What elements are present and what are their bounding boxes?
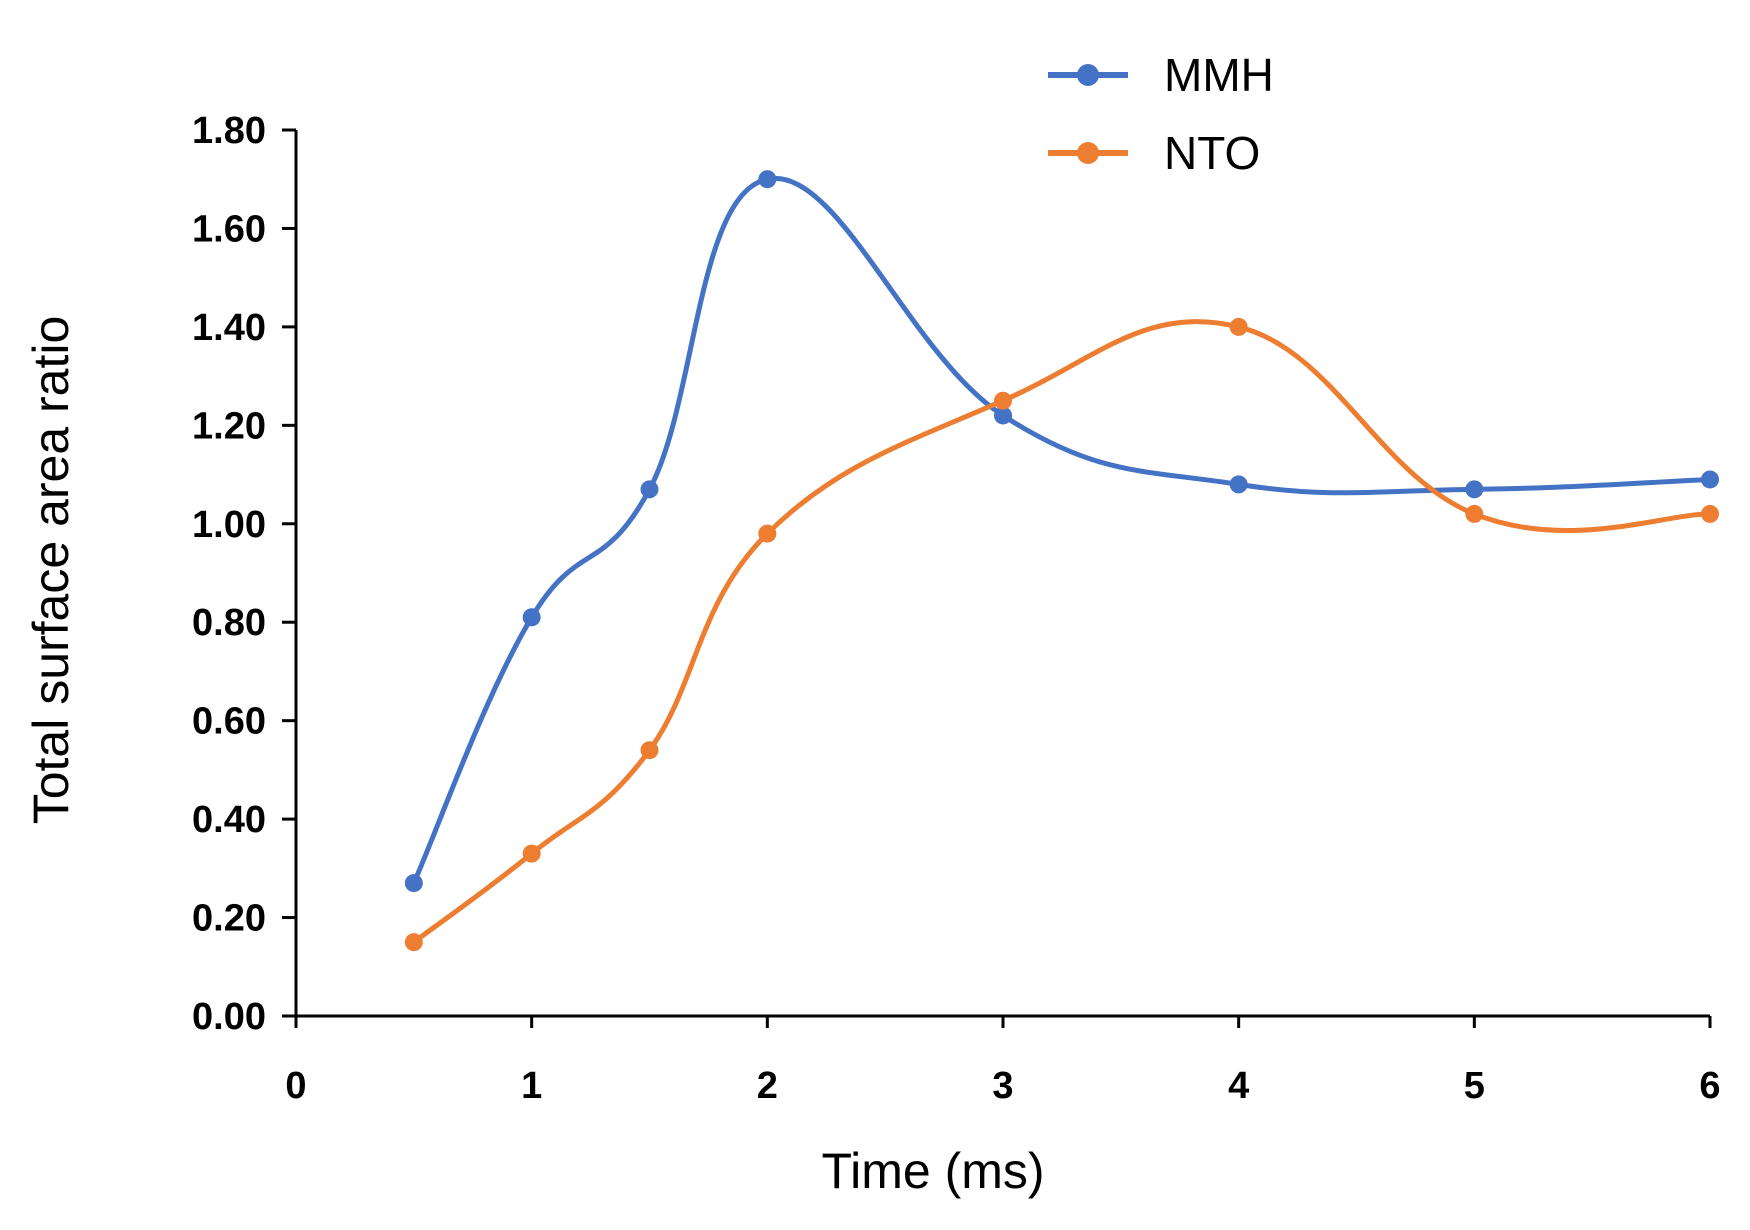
data-point-mmh bbox=[640, 480, 659, 499]
legend: MMH NTO bbox=[1048, 49, 1274, 179]
data-point-mmh bbox=[1229, 475, 1248, 494]
y-tick-label: 1.40 bbox=[192, 307, 266, 349]
data-point-mmh bbox=[522, 608, 541, 627]
x-tick-label: 6 bbox=[1699, 1065, 1720, 1107]
y-axis-title: Total surface area ratio bbox=[23, 316, 79, 825]
data-point-nto bbox=[522, 844, 541, 863]
x-axis-title: Time (ms) bbox=[821, 1143, 1044, 1199]
y-tick-label: 1.80 bbox=[192, 110, 266, 152]
y-tick-label: 0.60 bbox=[192, 701, 266, 743]
series-mmh bbox=[404, 170, 1719, 893]
data-point-mmh bbox=[758, 170, 777, 189]
legend-marker-mmh bbox=[1077, 64, 1099, 86]
legend-label-nto: NTO bbox=[1164, 127, 1260, 179]
legend-marker-nto bbox=[1077, 142, 1099, 164]
y-tick-label: 0.40 bbox=[192, 799, 266, 841]
y-tick-label: 1.20 bbox=[192, 405, 266, 447]
x-tick-label: 3 bbox=[992, 1065, 1013, 1107]
data-point-nto bbox=[758, 524, 777, 543]
series-layer bbox=[404, 170, 1719, 952]
y-ticks: 0.00 0.20 0.40 0.60 0.80 1.00 1.20 1.40 1.60 1.80 bbox=[192, 110, 296, 1038]
data-point-nto bbox=[1701, 504, 1719, 523]
data-point-nto bbox=[1465, 504, 1484, 523]
x-tick-label: 0 bbox=[285, 1065, 306, 1107]
series-line-nto bbox=[412, 319, 1711, 945]
legend-label-mmh: MMH bbox=[1164, 49, 1274, 101]
x-tick-label: 5 bbox=[1464, 1065, 1485, 1107]
x-tick-label: 4 bbox=[1228, 1065, 1249, 1107]
y-tick-label: 0.20 bbox=[192, 898, 266, 940]
data-point-mmh bbox=[404, 874, 423, 893]
y-tick-label: 0.00 bbox=[192, 996, 266, 1038]
x-tick-label: 2 bbox=[757, 1065, 778, 1107]
data-point-nto bbox=[994, 391, 1012, 410]
data-point-nto bbox=[640, 741, 659, 760]
y-tick-label: 0.80 bbox=[192, 602, 266, 644]
axes bbox=[294, 130, 1710, 1018]
x-ticks: 0 1 2 3 4 5 6 bbox=[285, 1016, 1721, 1107]
data-point-nto bbox=[1229, 317, 1248, 336]
data-point-mmh bbox=[1701, 470, 1719, 489]
y-tick-label: 1.60 bbox=[192, 208, 266, 250]
data-point-nto bbox=[404, 933, 423, 952]
x-tick-label: 1 bbox=[521, 1065, 542, 1107]
series-line-mmh bbox=[411, 176, 1711, 885]
y-tick-label: 1.00 bbox=[192, 504, 266, 546]
series-nto bbox=[404, 317, 1719, 952]
data-point-mmh bbox=[994, 406, 1012, 425]
data-point-mmh bbox=[1465, 480, 1484, 499]
